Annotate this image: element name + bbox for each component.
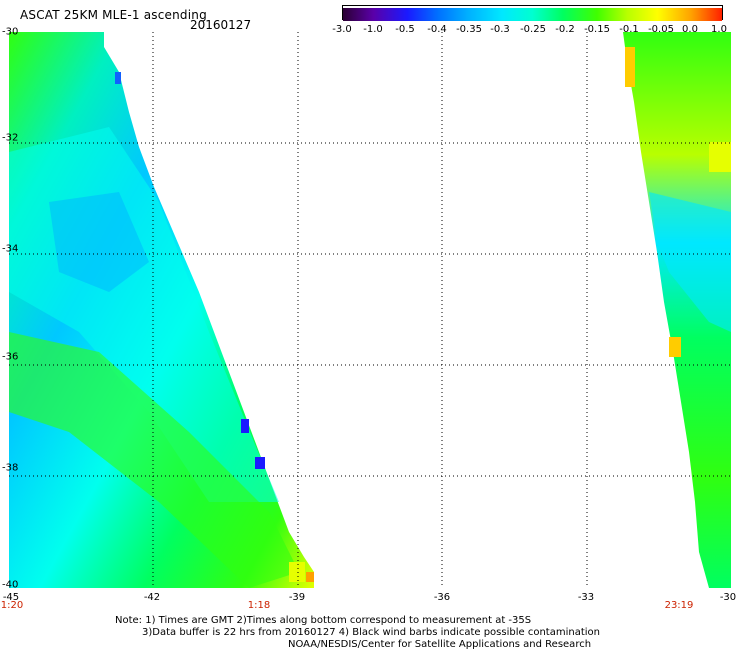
left-swath-green-band xyxy=(9,332,299,588)
left-swath-deep-blue-pixel xyxy=(255,457,265,469)
note-line-3: NOAA/NESDIS/Center for Satellite Applica… xyxy=(288,639,592,650)
lon-label: -30 xyxy=(719,592,737,603)
lat-label: -40 xyxy=(2,579,19,591)
left-swath-yellow-pixel xyxy=(289,562,305,582)
map-title: ASCAT 25KM MLE-1 ascending xyxy=(20,8,207,22)
note-line-1: Note: 1) Times are GMT 2)Times along bot… xyxy=(115,615,532,626)
lat-label: -34 xyxy=(2,243,19,255)
right-swath-yellow-pixel xyxy=(709,142,731,172)
lon-label: -39 xyxy=(288,592,306,603)
right-swath xyxy=(623,32,731,588)
colorbar-tick: 0.0 xyxy=(682,24,698,35)
lon-label: -45 xyxy=(2,592,20,603)
colorbar-tick: -3.0 xyxy=(332,24,352,35)
colorbar-tick: -0.2 xyxy=(555,24,575,35)
colorbar-tick: -0.25 xyxy=(520,24,546,35)
colorbar-tick: -0.1 xyxy=(619,24,639,35)
left-swath-deep-blue-pixel xyxy=(241,419,249,433)
colorbar-tick: -0.5 xyxy=(395,24,415,35)
lon-label: -33 xyxy=(577,592,595,603)
note-line-2: 3)Data buffer is 22 hrs from 20160127 4)… xyxy=(142,627,600,638)
right-swath-orange-pixel xyxy=(669,337,681,357)
time-label-left: 1:20 xyxy=(0,600,24,611)
map-date: 20160127 xyxy=(190,18,252,32)
colorbar xyxy=(342,5,723,21)
lat-label: -38 xyxy=(2,462,19,474)
time-label-middle: 1:18 xyxy=(247,600,271,611)
right-swath-cyan-band xyxy=(649,192,731,332)
lon-label: -42 xyxy=(143,592,161,603)
right-swath-orange-pixel xyxy=(625,47,635,87)
scatterometer-map xyxy=(9,32,731,588)
colorbar-tick: 1.0 xyxy=(711,24,727,35)
colorbar-tick: -0.05 xyxy=(648,24,674,35)
colorbar-tick: -0.35 xyxy=(456,24,482,35)
lat-label: -32 xyxy=(2,132,19,144)
left-swath-deep-blue-pixel xyxy=(115,72,121,84)
colorbar-tick: -0.15 xyxy=(584,24,610,35)
lon-label: -36 xyxy=(433,592,451,603)
colorbar-gradient xyxy=(343,8,722,21)
colorbar-tick: -0.4 xyxy=(427,24,447,35)
colorbar-tick: -0.3 xyxy=(490,24,510,35)
lat-label: -36 xyxy=(2,351,19,363)
time-label-right: 23:19 xyxy=(664,600,694,611)
grid-lines xyxy=(9,32,731,588)
colorbar-tick: -1.0 xyxy=(363,24,383,35)
left-swath-orange-pixel xyxy=(306,572,314,582)
left-swath-blue-patch xyxy=(49,192,149,292)
lat-label: -30 xyxy=(2,26,19,38)
